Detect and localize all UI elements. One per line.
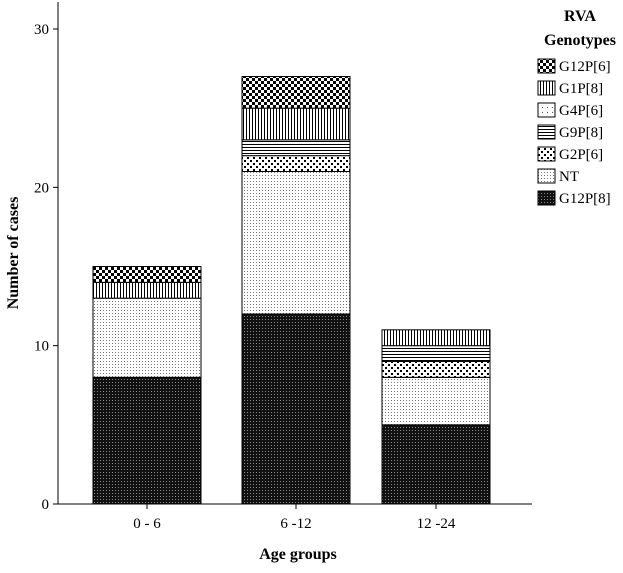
legend-title-line-2: Genotypes: [544, 32, 616, 49]
bar-segment: [381, 329, 491, 347]
legend-label: G1P[8]: [559, 81, 603, 97]
legend-item: G9P[8]: [537, 124, 603, 141]
bar-stack: [92, 266, 202, 505]
bar-segment: [241, 171, 351, 315]
legend-title-line-1: RVA: [564, 8, 596, 25]
bar-segment: [92, 281, 202, 299]
legend-label: G12P[8]: [559, 191, 611, 207]
y-tick-label: 20: [34, 180, 49, 196]
bar-segment: [92, 266, 202, 283]
bar-segment: [381, 361, 491, 378]
legend-item: G1P[8]: [537, 80, 603, 97]
legend-swatch: [537, 124, 556, 140]
x-tick-label: 12 -24: [417, 516, 456, 532]
legend-label: G4P[6]: [559, 103, 603, 119]
legend-swatch: [537, 102, 556, 118]
legend-label: G9P[8]: [559, 125, 603, 141]
legend-item: NT: [537, 168, 579, 185]
y-tick-label: 10: [34, 339, 49, 355]
x-tick-label: 6 -12: [280, 516, 311, 532]
legend-label: G2P[6]: [559, 147, 603, 163]
x-tick-label: 0 - 6: [133, 516, 161, 532]
legend: RVA Genotypes G12P[6]G1P[8]G4P[6]G9P[8]G…: [537, 8, 616, 207]
legend-swatch: [537, 190, 556, 206]
legend-label: NT: [559, 169, 579, 185]
y-axis-title: Number of cases: [5, 197, 22, 310]
x-axis-title: Age groups: [259, 546, 337, 563]
bar-segment: [241, 76, 351, 109]
bar-segment: [92, 376, 202, 505]
legend-item: G4P[6]: [537, 102, 603, 119]
legend-swatch: [537, 80, 556, 96]
bar-segment: [241, 155, 351, 173]
bar-segment: [241, 139, 351, 157]
x-ticks: 0 - 6 6 -12 12 -24: [133, 504, 456, 532]
bar-segment: [381, 424, 491, 505]
legend-items: G12P[6] G1P[8] G4P[6] G9P[8] G2P[6] NT G12P[8]: [537, 58, 611, 207]
y-tick-label: 30: [34, 22, 49, 38]
bar-segment: [241, 107, 351, 141]
bar-segment: [92, 297, 202, 378]
bar-segment: [381, 345, 491, 362]
bar-segment: [241, 313, 351, 505]
legend-item: G12P[6]: [537, 58, 611, 75]
legend-item: G2P[6]: [537, 146, 603, 163]
legend-swatch: [537, 168, 556, 184]
bar-segment: [381, 376, 491, 426]
bar-stacks: [92, 76, 491, 505]
bar-stack: [241, 76, 351, 505]
bar-stack: [381, 329, 491, 505]
y-tick-label: 0: [42, 497, 50, 513]
legend-swatch: [537, 58, 556, 74]
legend-label: G12P[6]: [559, 59, 611, 75]
y-ticks: 0 10 20 30: [34, 22, 58, 513]
legend-swatch: [537, 146, 556, 162]
legend-item: G12P[8]: [537, 190, 611, 207]
